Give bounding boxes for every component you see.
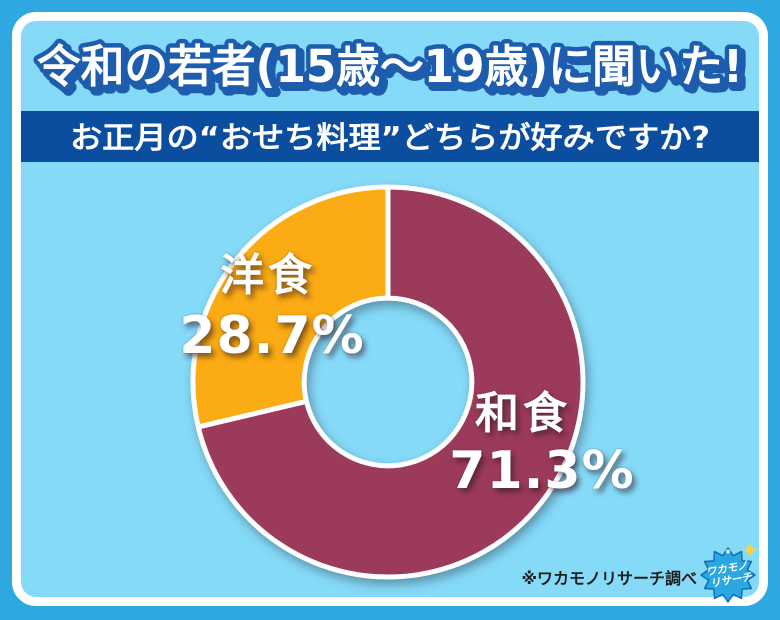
wakamono-research-logo: ワカモノ リサーチ [700, 543, 757, 603]
logo-sparkle-icon [743, 543, 757, 557]
main-title-text: 令和の若者(15歳〜19歳)に聞いた! [37, 40, 743, 93]
main-title: 令和の若者(15歳〜19歳)に聞いた! 令和の若者(15歳〜19歳)に聞いた! [33, 36, 753, 103]
japanese-food-percent: 71.3% [449, 441, 635, 501]
source-note: ※ワカモノリサーチ調べ [521, 569, 697, 588]
donut-slice-japanese-food [195, 184, 586, 580]
donut-slice-western-food [190, 184, 391, 430]
question-bar: お正月の“おせち料理”どちらが好みですか? [21, 111, 759, 162]
logo-dot [726, 549, 730, 554]
question-bar-svg: お正月の“おせち料理”どちらが好みですか? [70, 121, 710, 156]
question-text: お正月の“おせち料理”どちらが好みですか? [70, 121, 710, 156]
main-title-shadow: 令和の若者(15歳〜19歳)に聞いた! [41, 44, 747, 97]
donut-chart [190, 184, 586, 580]
japanese-food-label: 和食 [475, 388, 571, 439]
western-food-label: 洋食 [220, 250, 316, 301]
western-food-percent: 28.7% [179, 306, 365, 366]
logo-burst-shape [700, 547, 756, 603]
